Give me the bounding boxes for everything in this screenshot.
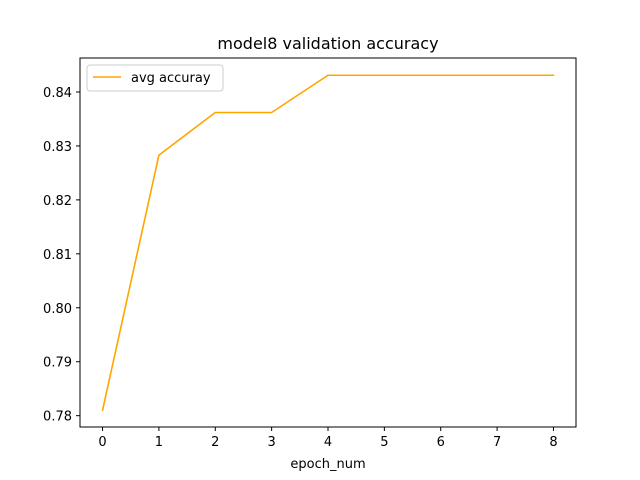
y-axis-ticks: 0.78 0.79 0.80 0.81 0.82 0.83 0.84	[43, 86, 80, 425]
x-tick-label: 2	[211, 435, 219, 450]
x-tick-label: 5	[380, 435, 388, 450]
x-tick-label: 1	[155, 435, 163, 450]
x-tick-label: 6	[437, 435, 445, 450]
y-tick-label: 0.78	[43, 410, 72, 425]
x-tick-label: 8	[549, 435, 557, 450]
x-axis-ticks: 0 1 2 3 4 5 6 7 8	[98, 427, 558, 450]
legend: avg accuray	[86, 64, 224, 92]
x-axis-label: epoch_num	[290, 457, 365, 472]
y-tick-label: 0.79	[43, 356, 72, 371]
series-layer	[101, 74, 555, 412]
y-tick-label: 0.83	[43, 140, 72, 155]
series-line-avg-accuray	[101, 74, 555, 412]
y-tick-label: 0.84	[43, 86, 72, 101]
legend-box	[86, 64, 224, 92]
x-tick-label: 7	[493, 435, 501, 450]
x-tick-label: 0	[98, 435, 106, 450]
y-tick-label: 0.80	[43, 302, 72, 317]
x-tick-label: 3	[267, 435, 275, 450]
chart-title: model8 validation accuracy	[217, 34, 438, 53]
y-tick-label: 0.81	[43, 248, 72, 263]
x-tick-label: 4	[324, 435, 332, 450]
legend-label-avg-accuray: avg accuray	[131, 71, 211, 86]
y-tick-label: 0.82	[43, 194, 72, 209]
